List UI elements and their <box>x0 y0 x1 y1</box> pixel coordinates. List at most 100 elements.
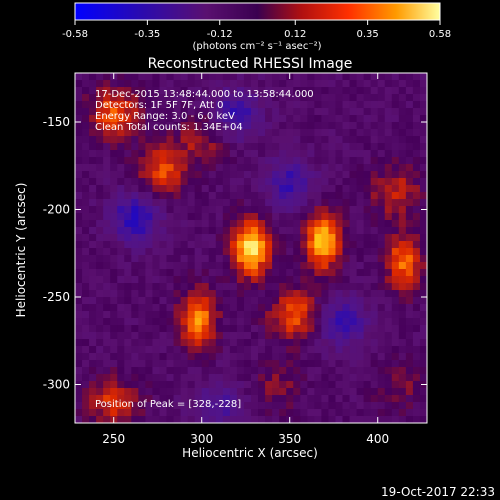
heatmap-cell <box>405 115 414 123</box>
heatmap-cell <box>251 220 259 228</box>
heatmap-cell <box>201 178 210 186</box>
heatmap-cell <box>293 220 301 228</box>
heatmap-cell <box>180 416 189 423</box>
heatmap-cell <box>187 290 196 298</box>
heatmap-cell <box>243 325 252 333</box>
heatmap-cell <box>405 129 414 137</box>
heatmap-cell <box>384 325 393 333</box>
heatmap-cell <box>145 381 153 389</box>
heatmap-cell <box>103 395 111 403</box>
heatmap-cell <box>166 143 174 151</box>
heatmap-cell <box>173 129 181 137</box>
heatmap-cell <box>222 416 231 423</box>
heatmap-cell <box>124 374 132 382</box>
heatmap-cell <box>194 143 203 151</box>
heatmap-cell <box>229 346 238 354</box>
heatmap-cell <box>321 353 329 361</box>
heatmap-cell <box>89 255 97 263</box>
heatmap-cell <box>131 283 139 291</box>
heatmap-cell <box>215 395 224 403</box>
heatmap-cell <box>166 192 174 200</box>
heatmap-cell <box>138 122 146 130</box>
heatmap-cell <box>222 269 231 277</box>
heatmap-cell <box>117 227 125 235</box>
heatmap-cell <box>215 269 224 277</box>
heatmap-cell <box>124 150 132 158</box>
heatmap-cell <box>243 269 252 277</box>
heatmap-cell <box>293 199 301 207</box>
heatmap-cell <box>335 388 343 396</box>
heatmap-cell <box>215 80 224 88</box>
heatmap-cell <box>166 262 174 270</box>
heatmap-cell <box>300 360 308 368</box>
heatmap-cell <box>272 185 280 193</box>
heatmap-cell <box>335 409 343 417</box>
heatmap-cell <box>117 136 125 144</box>
heatmap-cell <box>300 192 308 200</box>
heatmap-cell <box>159 164 167 172</box>
heatmap-cell <box>370 416 379 423</box>
heatmap-cell <box>391 339 400 347</box>
heatmap-cell <box>391 318 400 326</box>
heatmap-cell <box>286 304 294 312</box>
heatmap-cell <box>335 325 343 333</box>
heatmap-cell <box>152 339 160 347</box>
heatmap-cell <box>356 220 365 228</box>
heatmap-cell <box>335 241 343 249</box>
heatmap-cell <box>300 164 308 172</box>
heatmap-cell <box>384 87 393 95</box>
heatmap-cell <box>110 276 118 284</box>
heatmap-cell <box>377 269 386 277</box>
heatmap-cell <box>405 136 414 144</box>
heatmap-cell <box>251 87 259 95</box>
heatmap-cell <box>236 143 245 151</box>
heatmap-cell <box>342 73 350 81</box>
heatmap-cell <box>321 185 329 193</box>
heatmap-cell <box>272 374 280 382</box>
heatmap-cell <box>89 87 97 95</box>
heatmap-cell <box>145 129 153 137</box>
heatmap-cell <box>286 409 294 417</box>
heatmap-cell <box>194 409 203 417</box>
heatmap-cell <box>75 325 83 333</box>
heatmap-cell <box>152 241 160 249</box>
heatmap-cell <box>398 346 407 354</box>
heatmap-cell <box>159 388 167 396</box>
heatmap-cell <box>75 304 83 312</box>
heatmap-cell <box>159 241 167 249</box>
heatmap-cell <box>187 262 196 270</box>
heatmap-cell <box>215 346 224 354</box>
heatmap-cell <box>180 262 189 270</box>
heatmap-cell <box>131 241 139 249</box>
heatmap-cell <box>279 395 287 403</box>
heatmap-cell <box>370 318 379 326</box>
heatmap-cell <box>138 87 146 95</box>
heatmap-cell <box>265 346 273 354</box>
heatmap-cell <box>96 122 104 130</box>
heatmap-cell <box>258 164 266 172</box>
heatmap-cell <box>166 269 174 277</box>
heatmap-cell <box>384 318 393 326</box>
heatmap-cell <box>391 241 400 249</box>
colorbar-tick-label: 0.58 <box>429 29 451 40</box>
heatmap-cell <box>314 402 322 410</box>
heatmap-cell <box>293 325 301 333</box>
heatmap-cell <box>96 234 104 242</box>
heatmap-cell <box>335 332 343 340</box>
heatmap-cell <box>356 346 365 354</box>
heatmap-cell <box>236 129 245 137</box>
heatmap-cell <box>75 318 83 326</box>
heatmap-cell <box>103 276 111 284</box>
heatmap-cell <box>166 150 174 158</box>
heatmap-cell <box>349 374 357 382</box>
heatmap-cell <box>103 192 111 200</box>
heatmap-cell <box>194 402 203 410</box>
y-tick-label: -150 <box>43 115 70 129</box>
heatmap-cell <box>286 178 294 186</box>
heatmap-cell <box>370 234 379 242</box>
heatmap-cell <box>370 248 379 256</box>
heatmap-cell <box>117 297 125 305</box>
heatmap-cell <box>117 241 125 249</box>
heatmap-cell <box>124 199 132 207</box>
heatmap-cell <box>265 150 273 158</box>
